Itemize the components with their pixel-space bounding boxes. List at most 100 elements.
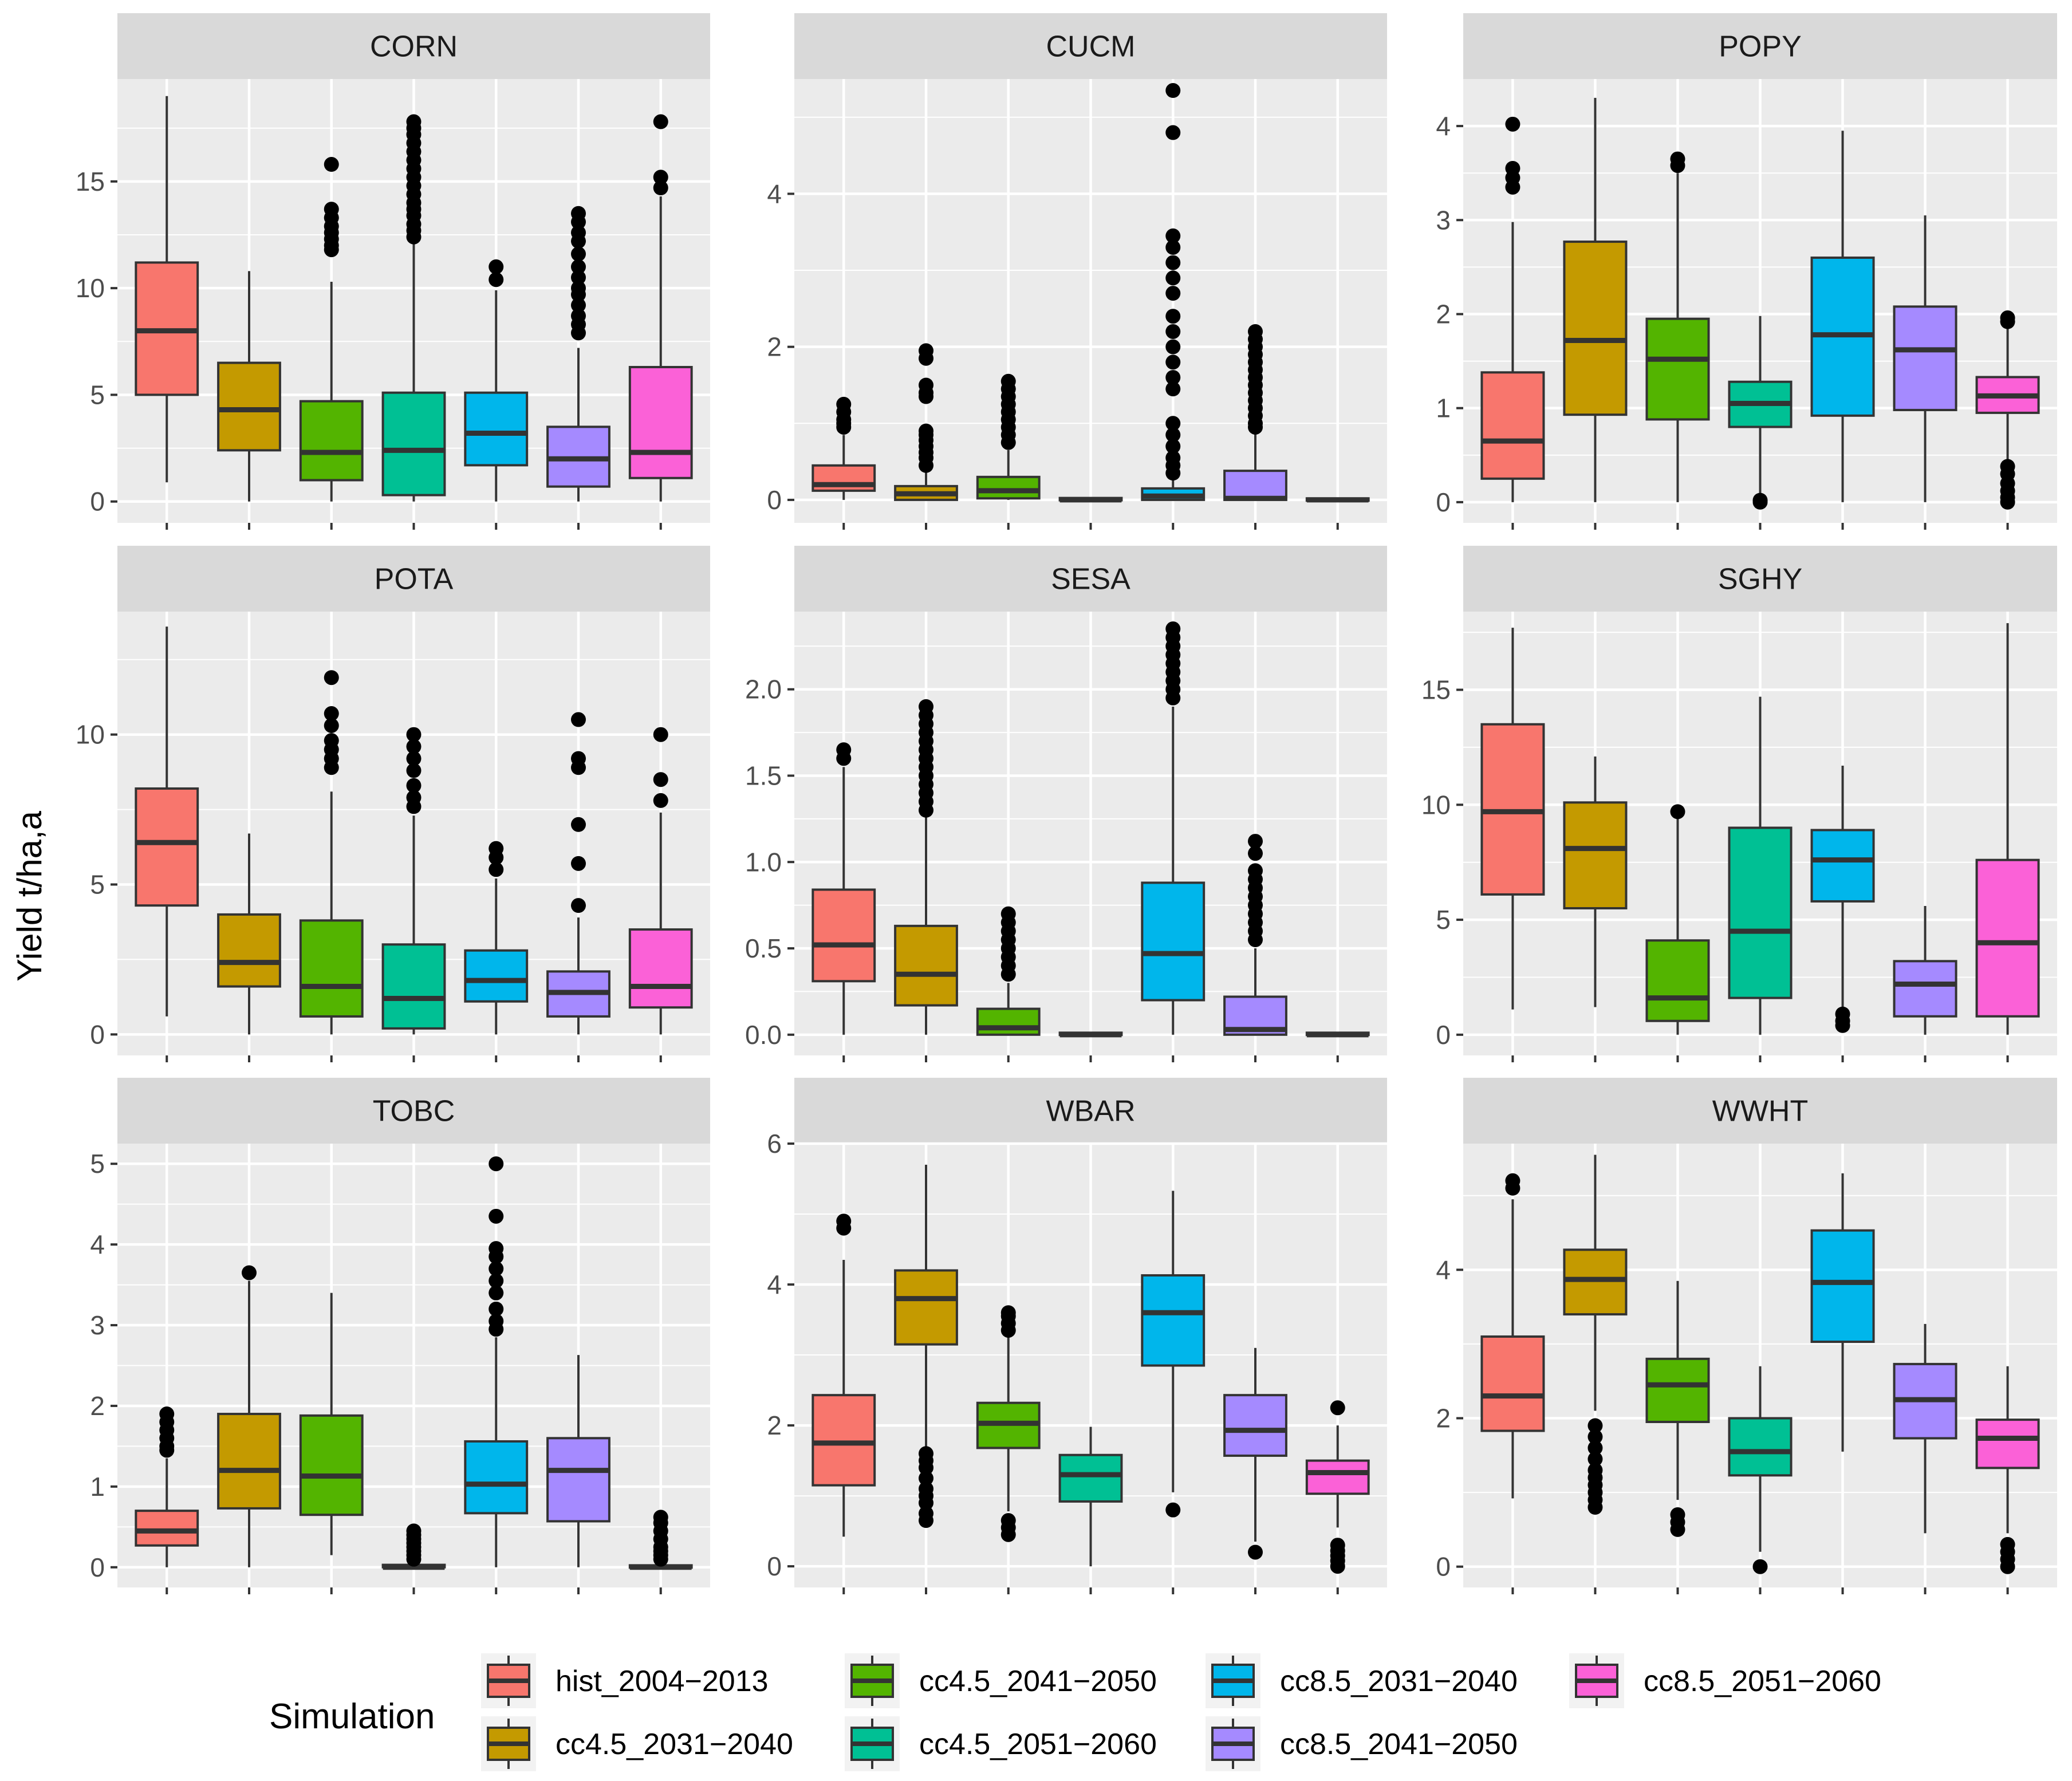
- facet-panel-wwht: WWHT 0 2 4: [1436, 1078, 2057, 1594]
- outlier-point: [406, 790, 422, 805]
- box-iqr: [1728, 826, 1793, 999]
- outlier-point: [1165, 450, 1181, 466]
- box-popy-1: [1480, 116, 1545, 502]
- legend-label: cc8.5_2031−2040: [1280, 1665, 1518, 1698]
- y-tick-label: 0: [90, 1019, 105, 1049]
- box-corn-7: [628, 114, 693, 502]
- outlier-point: [1165, 270, 1181, 286]
- outlier-point: [571, 817, 586, 832]
- facet-strip: [1463, 13, 2057, 79]
- outlier-point: [571, 856, 586, 871]
- facet-panel-sesa: SESA 0.0 0.5 1.0 1.5 2.0: [745, 546, 1387, 1062]
- outlier-point: [1165, 83, 1181, 98]
- outlier-point: [1670, 1507, 1685, 1522]
- outlier-point: [653, 170, 668, 185]
- outlier-point: [1165, 354, 1181, 370]
- box-cucm-1: [812, 396, 876, 500]
- outlier-point: [242, 1265, 257, 1280]
- y-tick-label: 0: [1436, 1552, 1451, 1582]
- outlier-point: [1330, 1400, 1345, 1416]
- box-corn-6: [546, 206, 610, 502]
- y-tick-label: 5: [90, 380, 105, 409]
- outlier-point: [836, 742, 852, 758]
- outlier-point: [1165, 309, 1181, 324]
- y-tick-label: 10: [1421, 790, 1451, 819]
- outlier-point: [1588, 1429, 1603, 1444]
- outlier-point: [406, 727, 422, 742]
- outlier-point: [1505, 1173, 1520, 1188]
- box-corn-4: [381, 114, 446, 502]
- outlier-point: [1248, 1544, 1263, 1560]
- outlier-point: [1000, 1513, 1016, 1528]
- facet-strip: [117, 546, 710, 612]
- outlier-point: [653, 1510, 668, 1525]
- facet-panels: CORN051015CUCM024POPY01234POTA0510SESA0.…: [76, 13, 2057, 1594]
- box-iqr: [1645, 317, 1710, 421]
- facet-panel-popy: POPY 0 1 2 3 4: [1436, 13, 2057, 530]
- box-iqr: [1810, 829, 1875, 903]
- outlier-point: [919, 377, 933, 393]
- y-tick-label: 4: [767, 1270, 782, 1299]
- outlier-point: [1165, 125, 1181, 140]
- outlier-point: [1505, 160, 1520, 176]
- facet-strip-label: SGHY: [1718, 563, 1802, 596]
- legend-label: cc4.5_2031−2040: [556, 1728, 793, 1761]
- box-popy-2: [1563, 97, 1628, 502]
- outlier-point: [1248, 324, 1263, 339]
- legend-item-4: cc4.5_2051−2060: [845, 1716, 1157, 1771]
- y-tick-label: 15: [1421, 675, 1451, 705]
- outlier-point: [1165, 439, 1181, 454]
- outlier-point: [1165, 324, 1181, 339]
- box-iqr: [1975, 1419, 2040, 1469]
- box-tobc-1: [135, 1406, 199, 1567]
- outlier-point: [653, 114, 668, 129]
- facet-panel-corn: CORN 0 5 10 15: [76, 13, 710, 530]
- box-corn-3: [299, 157, 364, 502]
- outlier-point: [571, 225, 586, 241]
- outlier-point: [653, 772, 668, 787]
- facet-strip: [1463, 1078, 2057, 1144]
- box-pota-1: [135, 626, 199, 1016]
- box-cucm-3: [976, 373, 1041, 500]
- y-tick-label: 5: [1436, 905, 1451, 935]
- legend-label: cc8.5_2041−2050: [1280, 1728, 1518, 1761]
- y-tick-label: 0: [1436, 487, 1451, 517]
- y-tick-label: 2: [1436, 299, 1451, 329]
- box-iqr: [1563, 801, 1628, 910]
- legend-title: Simulation: [269, 1697, 435, 1736]
- outlier-point: [1752, 492, 1768, 508]
- outlier-point: [1670, 804, 1685, 819]
- outlier-point: [1588, 1451, 1603, 1467]
- legend-label: cc4.5_2041−2050: [919, 1665, 1157, 1698]
- box-iqr: [1480, 1335, 1545, 1432]
- outlier-point: [489, 1156, 504, 1172]
- box-iqr: [1223, 470, 1287, 501]
- box-wbar-1: [812, 1213, 876, 1537]
- box-iqr: [812, 888, 876, 983]
- box-iqr: [812, 1394, 876, 1487]
- outlier-point: [1248, 834, 1263, 849]
- facet-panel-pota: POTA 0 5 10: [76, 546, 710, 1062]
- facet-strip-label: POTA: [375, 563, 454, 596]
- box-iqr: [1563, 1248, 1628, 1316]
- outlier-point: [406, 1523, 422, 1539]
- outlier-point: [489, 1301, 504, 1317]
- outlier-point: [1165, 255, 1181, 270]
- facet-strip-label: WBAR: [1046, 1095, 1136, 1128]
- y-tick-label: 0: [1436, 1020, 1451, 1050]
- box-tobc-7: [628, 1510, 693, 1570]
- box-pota-4: [381, 727, 446, 1035]
- y-tick-label: 10: [76, 273, 105, 303]
- outlier-point: [1752, 1559, 1768, 1574]
- box-iqr: [217, 1413, 281, 1510]
- box-sghy-6: [1893, 905, 1957, 1035]
- box-wbar-3: [976, 1305, 1041, 1542]
- outlier-point: [324, 706, 339, 722]
- outlier-point: [919, 423, 933, 439]
- box-pota-6: [546, 712, 610, 1035]
- outlier-point: [571, 898, 586, 913]
- box-tobc-2: [217, 1265, 281, 1567]
- outlier-point: [653, 793, 668, 808]
- outlier-point: [919, 699, 933, 714]
